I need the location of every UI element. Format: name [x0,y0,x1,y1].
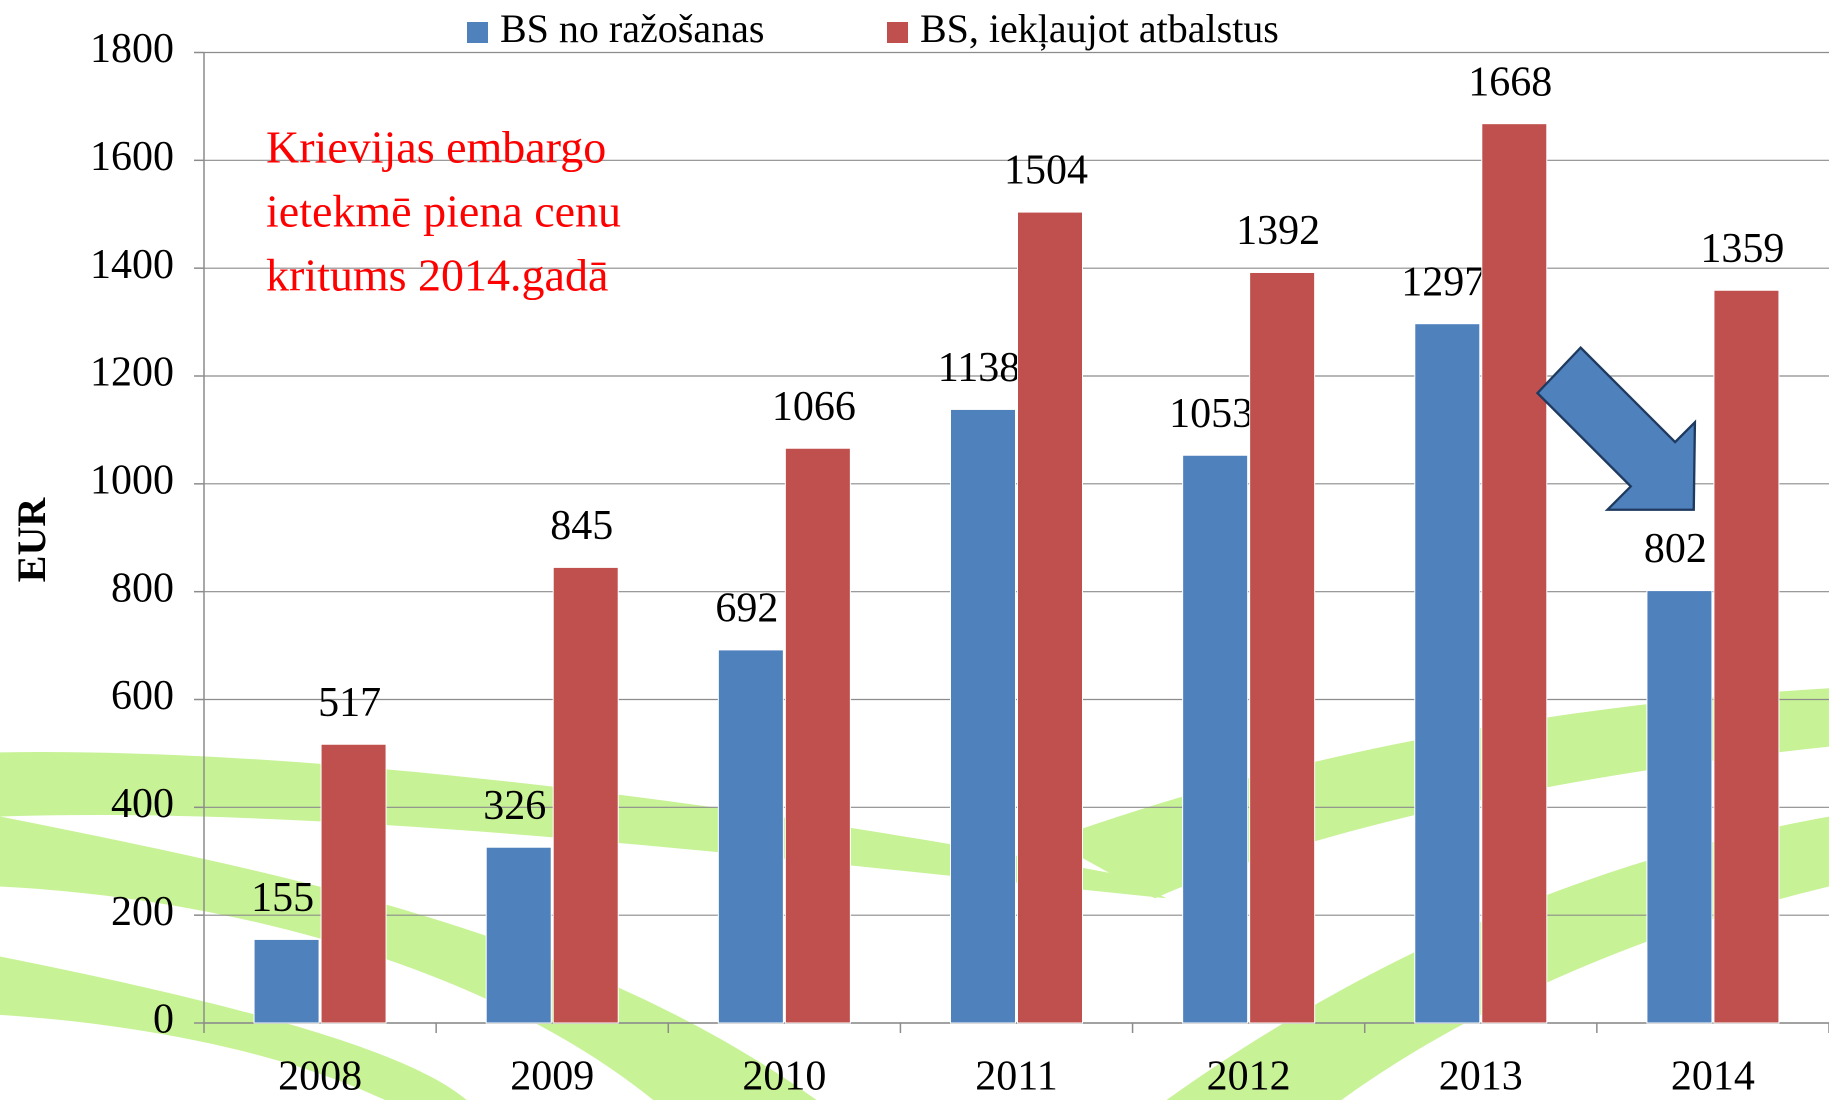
bar [253,938,320,1024]
y-tick-label: 600 [111,673,174,719]
annotation: kritums 2014.gadā [266,250,608,301]
bar [485,846,552,1024]
y-tick-label: 1400 [90,242,174,288]
bar [552,566,619,1024]
x-tick-label: 2011 [975,1054,1057,1100]
y-axis-label: EUR [9,497,54,583]
value-label: 1359 [1700,226,1784,272]
value-label: 1504 [1004,148,1088,194]
arrow [1535,345,1697,511]
y-tick-label: 1600 [90,134,174,180]
bar [1182,454,1249,1024]
legend-label: BS, iekļaujot atbalstus [920,6,1279,51]
bar [1414,323,1481,1024]
bar [1249,271,1316,1024]
y-tick-label: 200 [111,889,174,935]
value-label: 517 [318,680,381,726]
bar [320,743,387,1024]
value-label: 326 [483,783,546,829]
value-label: 845 [550,503,613,549]
value-label: 1392 [1236,208,1320,254]
y-tick-label: 1200 [90,350,174,396]
legend-swatch [887,22,908,43]
x-tick-label: 2010 [742,1054,826,1100]
value-label: 155 [251,875,314,921]
y-tick-label: 800 [111,565,174,611]
x-tick-label: 2008 [278,1054,362,1100]
bar [1713,289,1780,1024]
y-tick-label: 1800 [90,26,174,72]
x-tick-label: 2013 [1439,1054,1523,1100]
y-tick-label: 400 [111,781,174,827]
value-label: 1138 [938,345,1020,391]
x-tick-label: 2012 [1207,1054,1291,1100]
value-label: 1668 [1468,59,1552,105]
annotation: Krievijas embargo [266,122,606,173]
bar [950,408,1016,1024]
legend-swatch [467,22,488,43]
bar [717,649,784,1024]
bar [1646,590,1713,1024]
bar [1481,123,1548,1024]
plot-area: 0 200 400 600 800 1000 1200 1400 1600 1800 2008 155… [90,26,1829,1100]
bar [784,447,851,1024]
x-tick-label: 2009 [510,1054,594,1100]
y-tick-label: 1000 [90,457,174,503]
value-label: 1053 [1169,391,1253,437]
legend-label: BS no ražošanas [500,6,764,51]
bar [1017,211,1083,1024]
value-label: 1066 [772,384,856,430]
x-tick-label: 2014 [1671,1054,1755,1100]
annotation: ietekmē piena cenu [266,186,621,237]
value-label: 802 [1644,526,1707,572]
value-label: 1297 [1401,259,1485,305]
y-tick-label: 0 [153,997,174,1043]
value-label: 692 [715,586,778,632]
